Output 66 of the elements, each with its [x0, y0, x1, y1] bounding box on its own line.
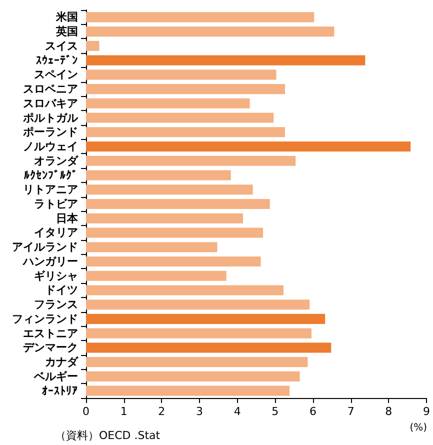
x-tick-label: 9: [423, 405, 430, 418]
bar: [86, 270, 226, 281]
bar: [86, 357, 308, 368]
y-tick-label: エストニア: [23, 326, 78, 340]
x-tick-label: 1: [120, 405, 128, 418]
bar: [86, 228, 264, 238]
y-tick-label: ドイツ: [45, 284, 78, 297]
y-tick-label: イタリア: [34, 226, 78, 240]
y-tick-label: ギリシャ: [34, 269, 78, 282]
bar: [86, 141, 411, 152]
bar: [86, 314, 326, 324]
y-tick-label: スペイン: [34, 68, 78, 82]
y-tick-label: ハンガリー: [22, 254, 78, 268]
bar: [86, 26, 334, 37]
y-tick-label: ラトビア: [34, 198, 78, 210]
y-tick-label: ベルギー: [33, 370, 78, 383]
bar: [86, 386, 290, 396]
bar: [86, 300, 310, 310]
bar: [86, 156, 296, 166]
bar: [86, 198, 270, 210]
text: （資料）OECD .Stat: [55, 429, 161, 442]
y-tick-label: 米国: [55, 10, 78, 24]
y-tick-label: スロバキア: [23, 96, 78, 110]
x-tick-label: 0: [82, 405, 90, 418]
bar: [86, 285, 284, 296]
y-tick-label: カナダ: [45, 356, 79, 369]
y-tick-label: フランス: [34, 298, 78, 312]
y-tick-label: オランダ: [34, 154, 79, 168]
y-tick-label: アイルランド: [12, 240, 78, 254]
bar: [86, 84, 286, 94]
x-tick-label: 2: [158, 405, 166, 418]
y-tick-label: 日本: [56, 212, 79, 225]
y-tick-label: リトアニア: [23, 183, 78, 196]
bar: [86, 112, 274, 123]
bar: [86, 55, 366, 66]
y-tick-label: ｽｳｪｰﾃﾞﾝ: [36, 54, 78, 67]
x-tick-label: 5: [272, 405, 279, 418]
bar: [86, 371, 300, 382]
y-tick-label: スイス: [45, 39, 78, 52]
bar: [86, 127, 286, 138]
y-tick-label: デンマーク: [23, 341, 78, 354]
bar: [86, 328, 312, 338]
y-tick-label: スロベニア: [23, 82, 78, 96]
y-tick-label: フィンランド: [12, 312, 78, 326]
x-tick-label: 4: [234, 405, 241, 418]
bar: [86, 256, 261, 267]
x-axis-title: (%): [410, 422, 428, 434]
bar: [86, 12, 314, 22]
bar: [86, 170, 231, 180]
bar: [86, 242, 218, 252]
y-tick-label: ポーランド: [22, 126, 78, 139]
x-tick-label: 8: [385, 405, 392, 418]
bar: [86, 184, 253, 195]
bar: [86, 70, 276, 80]
y-tick-label: ｵｰｽﾄﾘｱ: [42, 384, 78, 398]
bar: [86, 213, 244, 224]
x-tick-label: 3: [196, 405, 203, 418]
y-tick-label: ノルウェイ: [23, 140, 78, 154]
x-tick-label: 7: [347, 405, 354, 418]
x-tick-label: 6: [310, 405, 316, 418]
bar: [86, 342, 332, 353]
bar: [86, 98, 250, 108]
y-tick-label: ポルトガル: [22, 111, 79, 124]
bar: [86, 40, 100, 51]
y-tick-label: ﾙｸｾﾝﾌﾞﾙｸﾞ: [23, 168, 78, 182]
y-tick-label: 英国: [55, 25, 78, 38]
